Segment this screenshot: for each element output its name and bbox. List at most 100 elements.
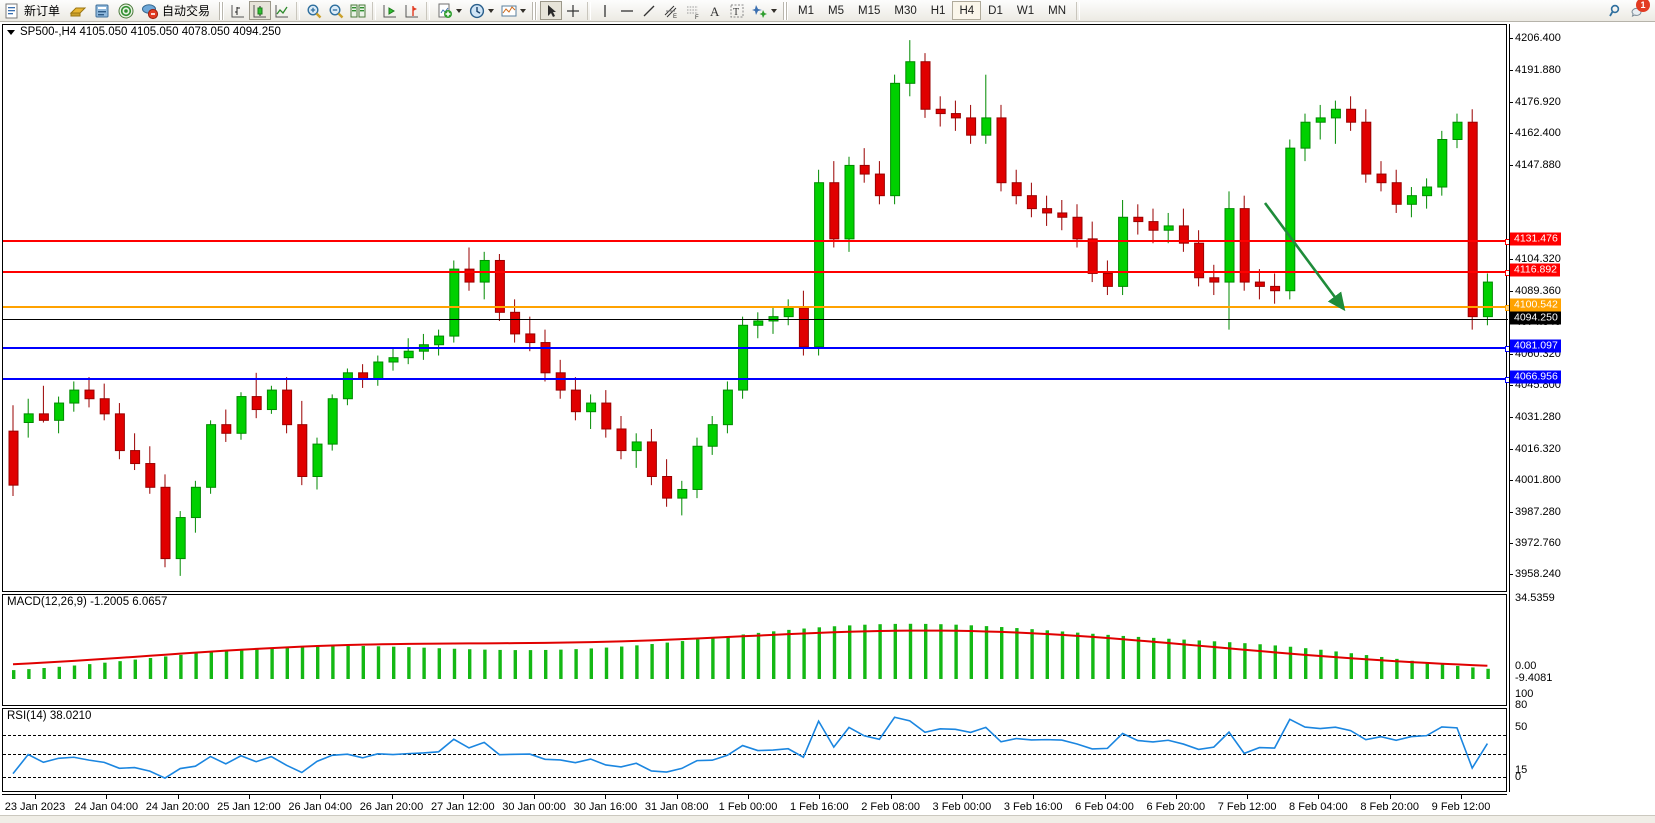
candle-body <box>1270 285 1281 292</box>
price-level-tag-support[interactable]: 4081.097 <box>1510 339 1561 353</box>
line-chart-button[interactable] <box>271 1 293 20</box>
price-level-tag-pivot[interactable]: 4100.542 <box>1510 298 1561 312</box>
macd-histogram-bar <box>255 648 259 679</box>
chevron-down-icon[interactable] <box>771 8 778 13</box>
timeframe-h4[interactable]: H4 <box>952 1 982 20</box>
equidistant-channel-button[interactable]: E <box>660 1 682 20</box>
timeframe-m30[interactable]: M30 <box>894 5 917 17</box>
candle-body <box>981 117 992 136</box>
zoom-out-button[interactable] <box>325 1 347 20</box>
chart-area[interactable]: SP500-,H4 4105.050 4105.050 4078.050 409… <box>0 22 1655 823</box>
price-level-line-4116.892[interactable] <box>3 270 1511 276</box>
auto-scroll-icon <box>403 2 421 20</box>
data-window-button[interactable] <box>90 1 114 21</box>
toolbar-grip[interactable] <box>783 1 789 20</box>
rsi-axis-label: 0 <box>1515 771 1522 783</box>
chevron-down-icon[interactable] <box>456 8 463 13</box>
crosshair-button[interactable] <box>562 1 584 20</box>
price-tick-label: 4016.320 <box>1515 442 1561 455</box>
axis-tick <box>1509 291 1513 293</box>
chevron-down-icon[interactable] <box>520 8 527 13</box>
macd-histogram-bar <box>680 641 685 679</box>
period-button[interactable] <box>465 1 497 21</box>
macd-histogram-bar <box>1197 640 1201 679</box>
candle-body <box>768 316 779 322</box>
macd-histogram-bar <box>756 632 761 679</box>
chart-menu-caret-icon[interactable] <box>7 29 15 35</box>
search-button[interactable] <box>1605 1 1627 20</box>
time-tick-label: 1 Feb 00:00 <box>718 801 778 813</box>
price-level-tag-support[interactable]: 4066.956 <box>1510 370 1561 384</box>
auto-scroll-button[interactable] <box>401 1 423 20</box>
gold-bar-button[interactable] <box>66 1 90 21</box>
time-tick <box>961 795 963 799</box>
timeframe-mn[interactable]: MN <box>1048 5 1066 17</box>
candle-body <box>190 486 201 519</box>
toolbar-separator <box>1076 1 1080 20</box>
horizontal-line-button[interactable] <box>616 1 638 20</box>
timeframe-m15[interactable]: M15 <box>858 5 881 17</box>
timeframe-m1[interactable]: M1 <box>798 5 815 17</box>
macd-histogram-bar <box>1288 646 1293 679</box>
price-level-line-4081.097[interactable] <box>3 346 1511 352</box>
chevron-down-icon[interactable] <box>488 8 495 13</box>
candle-body <box>145 463 156 488</box>
macd-histogram-bar <box>285 646 289 679</box>
time-axis[interactable]: 23 Jan 2023 24 Jan 04:00 24 Jan 20:00 25 Ja… <box>2 794 1507 822</box>
objects-button[interactable] <box>748 1 780 21</box>
vertical-line-button[interactable] <box>594 1 616 20</box>
macd-pane[interactable]: MACD(12,26,9) -1.2005 6.0657 <box>2 594 1507 706</box>
timeframe-d1[interactable]: D1 <box>988 5 1003 17</box>
macd-histogram-bar <box>726 636 730 679</box>
notification-icon: 1 <box>1629 0 1650 20</box>
autotrading-button[interactable]: 自动交易 <box>138 1 216 21</box>
indicators-button[interactable] <box>433 1 465 21</box>
timeframe-w1[interactable]: W1 <box>1016 5 1035 17</box>
fibonacci-button[interactable]: F <box>682 1 704 21</box>
candlestick-chart-button[interactable] <box>249 1 272 20</box>
timeframe-h1[interactable]: H1 <box>930 5 946 17</box>
candle-body <box>601 402 612 430</box>
price-level-line-4100.542[interactable] <box>3 305 1511 311</box>
bar-chart-button[interactable] <box>227 1 249 20</box>
price-axis[interactable]: 4206.400 4191.880 4176.920 4162.400 4147.880… <box>1509 24 1653 792</box>
tile-windows-button[interactable] <box>347 1 369 20</box>
text-button[interactable]: A <box>704 1 726 20</box>
notification-button[interactable]: 1 <box>1627 0 1650 20</box>
trendline-button[interactable] <box>638 1 660 20</box>
rsi-pane[interactable]: RSI(14) 38.0210 <box>2 708 1507 792</box>
candle-body <box>905 61 916 84</box>
macd-histogram-bar <box>300 646 305 679</box>
candle-body <box>1209 277 1220 283</box>
time-tick-label: 24 Jan 04:00 <box>74 801 139 813</box>
price-level-line-4131.476[interactable] <box>3 239 1511 245</box>
zoom-in-button[interactable] <box>303 1 325 20</box>
macd-histogram-bar <box>528 650 533 679</box>
price-level-tag-resistance[interactable]: 4131.476 <box>1510 232 1561 246</box>
chart-shift-button[interactable] <box>379 1 401 20</box>
time-tick <box>1318 795 1320 799</box>
search-icon <box>1607 2 1625 20</box>
timeframe-group: M1 M5 M15 M30 H1 H4 D1 W1 MN <box>791 1 1073 20</box>
macd-histogram-bar <box>270 647 274 679</box>
macd-histogram-bar <box>194 653 198 679</box>
timeframe-m5[interactable]: M5 <box>828 5 844 17</box>
price-level-tag-last-price[interactable]: 4094.250 <box>1510 311 1561 325</box>
toolbar-grip[interactable] <box>219 1 225 20</box>
cursor-button[interactable] <box>540 1 563 20</box>
text-label-button[interactable]: T <box>726 1 748 20</box>
signals-button[interactable] <box>114 1 138 21</box>
time-tick <box>106 795 108 799</box>
macd-histogram-bar <box>1440 664 1445 679</box>
toolbar-grip[interactable] <box>532 1 538 20</box>
price-level-tag-resistance[interactable]: 4116.892 <box>1510 263 1561 277</box>
templates-button[interactable] <box>497 1 529 21</box>
macd-histogram-bar <box>103 662 107 679</box>
new-order-button[interactable]: 新订单 <box>0 1 66 21</box>
candle-body <box>1026 195 1037 210</box>
candle-body <box>312 443 323 478</box>
price-level-line-4066.956[interactable] <box>3 377 1511 383</box>
price-pane[interactable]: SP500-,H4 4105.050 4105.050 4078.050 409… <box>2 24 1511 592</box>
macd-histogram-bar <box>27 669 31 679</box>
time-tick <box>248 795 250 799</box>
